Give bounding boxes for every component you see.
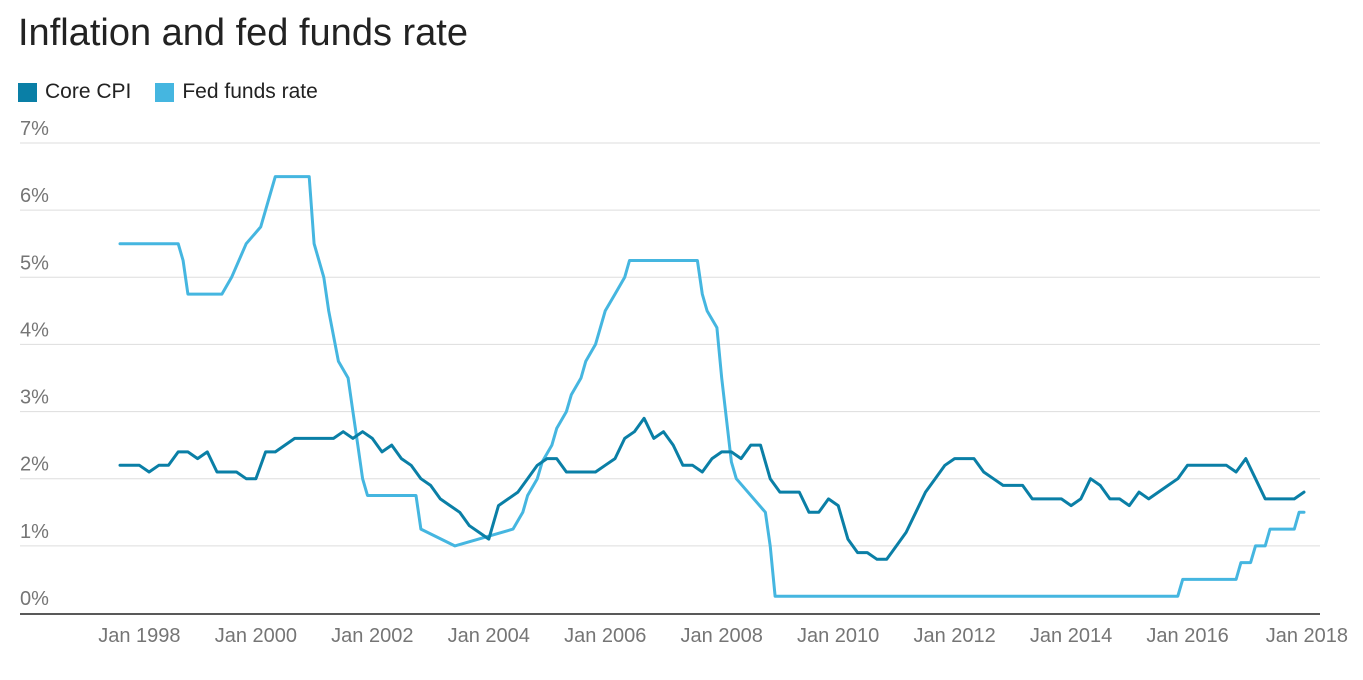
y-axis-ticks: 0% 1% 2% 3% 4% 5% 6% 7% (20, 118, 49, 610)
y-tick-label: 6% (20, 185, 49, 207)
legend-label-core-cpi: Core CPI (45, 80, 132, 103)
y-tick-label: 7% (20, 118, 49, 140)
legend-swatch-core-cpi (18, 82, 37, 102)
x-tick-label: Jan 2006 (564, 625, 646, 647)
x-tick-label: Jan 2012 (913, 625, 995, 647)
series-line-core-cpi (118, 416, 1306, 561)
x-tick-label: Jan 2008 (681, 625, 763, 647)
y-tick-label: 2% (20, 454, 49, 476)
x-tick-label: Jan 2004 (448, 625, 530, 647)
y-tick-label: 0% (20, 588, 49, 610)
y-tick-label: 3% (20, 387, 49, 409)
legend-item-fed-funds-rate[interactable]: Fed funds rate (155, 80, 318, 104)
grid-lines (20, 142, 1320, 547)
legend-label-fed-funds-rate: Fed funds rate (182, 80, 318, 103)
x-tick-label: Jan 2002 (331, 625, 413, 647)
x-tick-label: Jan 2010 (797, 625, 879, 647)
series-lines (118, 175, 1306, 598)
y-tick-label: 1% (20, 521, 49, 543)
x-tick-label: Jan 2000 (215, 625, 297, 647)
chart-legend: Core CPI Fed funds rate (18, 80, 318, 104)
x-tick-label: Jan 1998 (98, 625, 180, 647)
x-tick-label: Jan 2018 (1266, 625, 1348, 647)
x-tick-label: Jan 2014 (1030, 625, 1112, 647)
x-axis-ticks: Jan 1998 Jan 2000 Jan 2002 Jan 2004 Jan 2006… (98, 625, 1348, 647)
y-tick-label: 5% (20, 252, 49, 274)
legend-item-core-cpi[interactable]: Core CPI (18, 80, 131, 104)
legend-swatch-fed-funds-rate (155, 82, 175, 102)
series-line-fed-funds-rate (118, 175, 1306, 598)
chart-title: Inflation and fed funds rate (18, 12, 468, 54)
y-tick-label: 4% (20, 319, 49, 341)
x-tick-label: Jan 2016 (1146, 625, 1228, 647)
